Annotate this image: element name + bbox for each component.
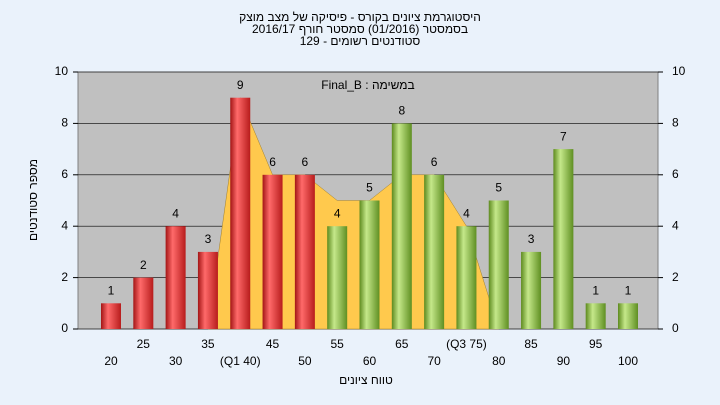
x-tick-label: (Q1 40) xyxy=(220,354,261,368)
x-tick-label: 85 xyxy=(524,337,538,351)
chart-subtitle: בסמסטר (01/2016) סמסטר חורף 2016/17 xyxy=(252,22,468,36)
chart-title: היסטוגרמת ציונים בקורס - פיסיקה של מצב מ… xyxy=(239,10,481,24)
bar xyxy=(101,303,121,329)
bar xyxy=(327,226,348,329)
y-tick-label: 4 xyxy=(61,218,68,232)
data-label: 4 xyxy=(463,206,470,220)
bar xyxy=(230,97,251,329)
bar xyxy=(618,303,638,329)
x-tick-label: 80 xyxy=(492,354,506,368)
data-label: 6 xyxy=(269,155,276,169)
data-label: 5 xyxy=(495,181,502,195)
x-tick-label: 45 xyxy=(266,337,280,351)
data-label: 6 xyxy=(431,155,438,169)
x-tick-label: 60 xyxy=(363,354,377,368)
x-tick-label: 100 xyxy=(618,354,638,368)
bar xyxy=(133,277,154,329)
bar xyxy=(294,174,315,329)
data-label: 9 xyxy=(237,78,244,92)
x-axis-label: טווח ציונים xyxy=(339,373,393,387)
bar xyxy=(521,251,542,329)
x-tick-label: 55 xyxy=(331,337,345,351)
bar xyxy=(424,174,445,329)
y2-tick-label: 6 xyxy=(672,167,679,181)
data-label: 4 xyxy=(172,206,179,220)
x-tick-label: 65 xyxy=(395,337,409,351)
bar xyxy=(359,200,380,329)
x-tick-label: 20 xyxy=(104,354,118,368)
y-tick-label: 2 xyxy=(61,270,68,284)
bar xyxy=(197,251,218,329)
y-tick-label: 8 xyxy=(61,116,68,130)
x-tick-label: (Q3 75) xyxy=(446,337,487,351)
x-tick-label: 50 xyxy=(298,354,312,368)
bar xyxy=(456,226,477,329)
x-tick-label: 90 xyxy=(557,354,571,368)
bar xyxy=(391,123,412,330)
data-label: 1 xyxy=(592,283,599,297)
bar xyxy=(585,303,606,329)
data-label: 5 xyxy=(366,181,373,195)
chart-subtitle: סטודנטים רשומים - 129 xyxy=(300,34,421,48)
bar xyxy=(262,174,283,329)
data-label: 3 xyxy=(528,232,535,246)
x-tick-label: 30 xyxy=(169,354,183,368)
y2-tick-label: 8 xyxy=(672,116,679,130)
y-tick-label: 6 xyxy=(61,167,68,181)
bar xyxy=(488,200,509,329)
y2-tick-label: 2 xyxy=(672,270,679,284)
data-label: 6 xyxy=(302,155,309,169)
bar xyxy=(165,226,186,329)
data-label: 4 xyxy=(334,206,341,220)
data-label: 7 xyxy=(560,129,567,143)
x-tick-label: 35 xyxy=(201,337,215,351)
x-tick-label: 25 xyxy=(137,337,151,351)
y2-tick-label: 0 xyxy=(672,321,679,335)
data-label: 3 xyxy=(205,232,212,246)
data-label: 8 xyxy=(398,104,405,118)
bar xyxy=(553,149,574,329)
y-tick-label: 0 xyxy=(61,321,68,335)
y2-tick-label: 10 xyxy=(672,64,686,78)
x-tick-label: 95 xyxy=(589,337,603,351)
annotation: במשימה : Final_B xyxy=(321,78,414,92)
y-tick-label: 10 xyxy=(55,64,69,78)
data-label: 2 xyxy=(140,258,147,272)
y2-tick-label: 4 xyxy=(672,218,679,232)
data-label: 1 xyxy=(108,283,115,297)
y-axis-label: מספר סטודנטים xyxy=(26,159,40,241)
x-tick-label: 70 xyxy=(427,354,441,368)
data-label: 1 xyxy=(625,283,632,297)
